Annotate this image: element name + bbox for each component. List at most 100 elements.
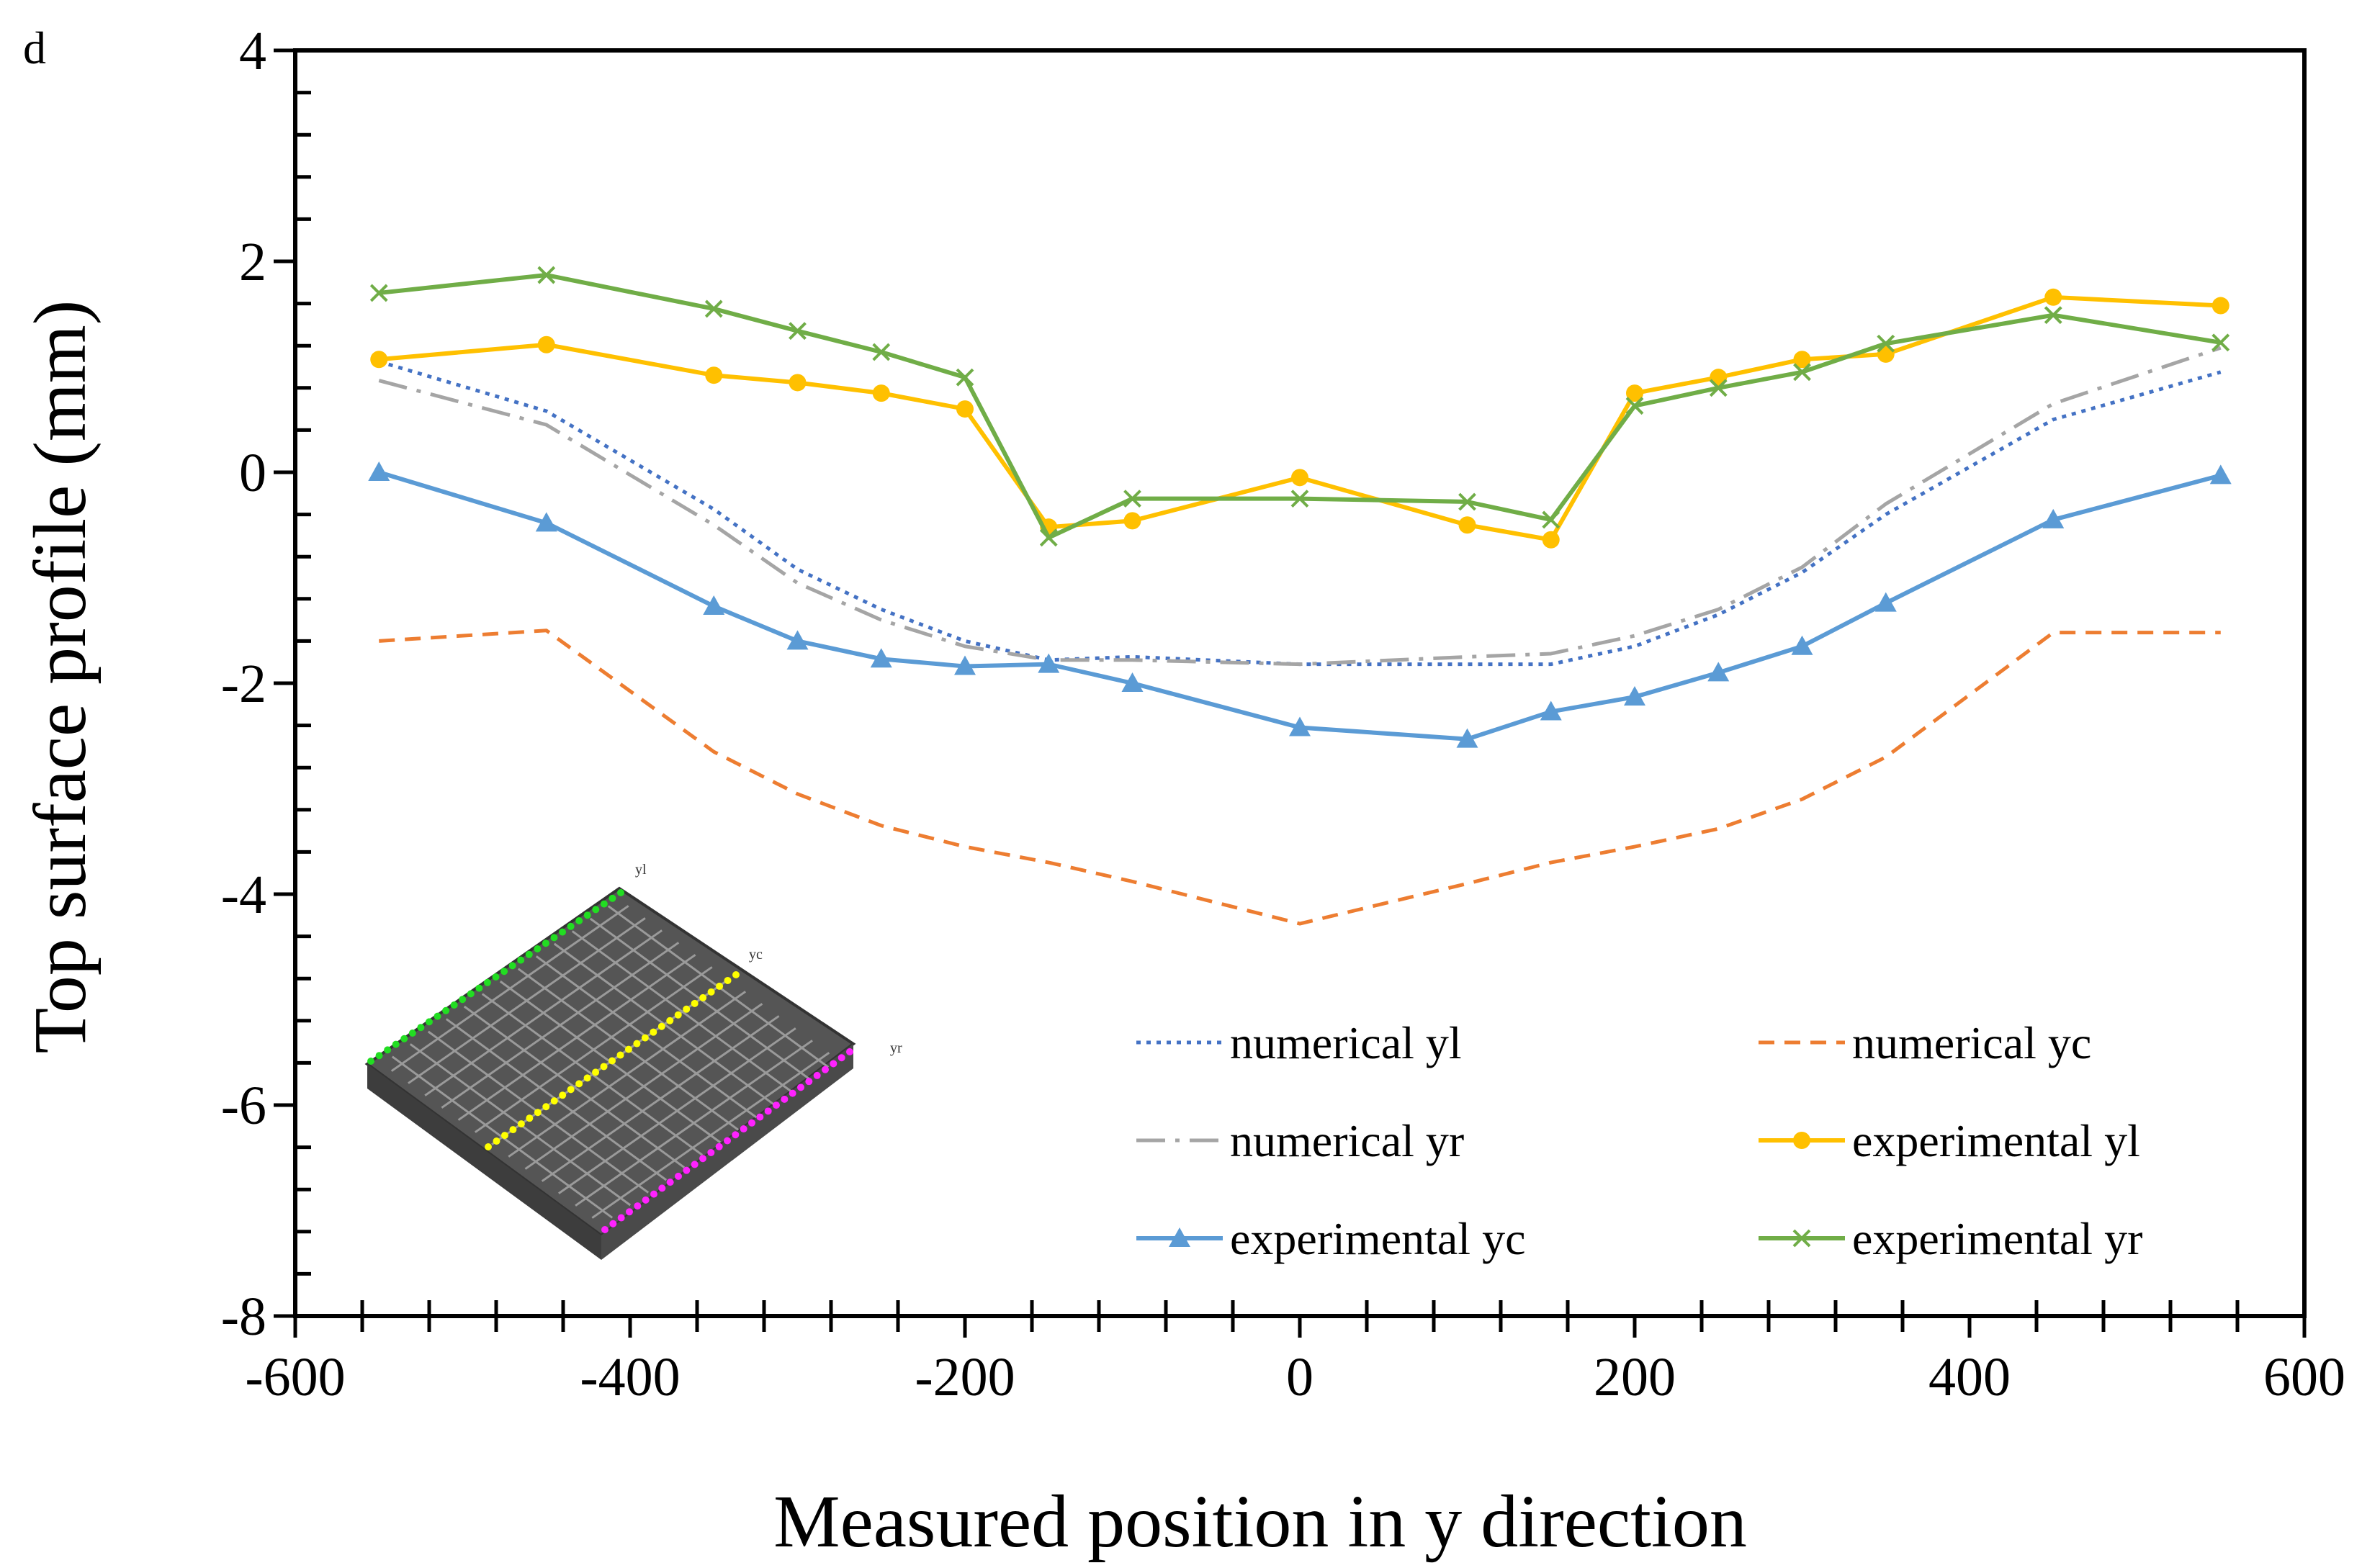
measurement-dot <box>550 934 558 942</box>
legend-item: numerical yc <box>1759 1017 2091 1068</box>
y-tick-label: 2 <box>239 232 266 292</box>
measurement-line-yc <box>485 971 740 1150</box>
pallet-rib <box>591 1052 830 1219</box>
data-point <box>1709 379 1728 397</box>
data-point <box>1625 397 1644 415</box>
data-point <box>954 655 976 675</box>
data-point <box>1289 716 1311 736</box>
measurement-dot <box>517 1120 525 1128</box>
legend-label: experimental yc <box>1230 1213 1525 1264</box>
measurement-dot <box>707 988 715 996</box>
data-point <box>956 368 974 387</box>
measurement-dot <box>575 917 583 924</box>
x-tick-label: -600 <box>245 1347 345 1407</box>
data-point <box>1707 662 1730 682</box>
measurement-dot <box>526 1114 534 1122</box>
measurement-dot <box>650 1190 657 1198</box>
measurement-dot <box>626 1208 633 1216</box>
series-line <box>379 628 2221 926</box>
series-numerical-yc <box>379 628 2221 926</box>
data-point <box>704 299 723 318</box>
measurement-dot <box>609 1057 616 1065</box>
pallet-rib <box>557 1027 796 1194</box>
pallet-rib <box>541 1015 780 1182</box>
pallet-rib <box>524 1003 763 1170</box>
measurement-dot <box>633 1040 641 1047</box>
data-point <box>1039 528 1058 547</box>
legend: numerical yl numerical yc numerical yr expe… <box>1136 1017 2142 1264</box>
data-point <box>1626 384 1643 402</box>
measurement-dot <box>550 1097 558 1105</box>
x-tick-label: 200 <box>1594 1347 1676 1407</box>
measurement-dot <box>467 990 475 998</box>
measurement-dot <box>600 900 608 908</box>
data-point <box>368 461 390 481</box>
measurement-dot <box>583 911 591 919</box>
y-tick-label: -6 <box>221 1076 266 1136</box>
measurement-dot <box>542 940 549 947</box>
data-point <box>1793 363 1811 382</box>
series-numerical-yr <box>378 346 2222 667</box>
data-point <box>1123 512 1141 530</box>
x-tick-label: -400 <box>580 1347 680 1407</box>
measurement-dot <box>508 962 516 970</box>
data-point <box>2044 288 2062 306</box>
measurement-dot <box>707 1148 715 1156</box>
pallet-rib <box>508 991 747 1158</box>
legend-label: experimental yr <box>1852 1213 2142 1264</box>
measurement-dot <box>534 945 542 952</box>
measurement-dot <box>748 1119 755 1127</box>
measurement-lines <box>367 889 853 1233</box>
measurement-dot <box>367 1058 374 1065</box>
pallet-rib <box>571 930 794 1094</box>
measurement-dot <box>567 1086 575 1094</box>
data-point <box>789 374 807 392</box>
measurement-dot <box>559 928 567 936</box>
measurement-dot <box>624 1045 632 1053</box>
measurement-dot <box>773 1101 780 1109</box>
measurement-dot <box>657 1022 665 1030</box>
series-experimental-yr <box>369 266 2230 547</box>
measurement-dot <box>592 906 600 914</box>
measurement-dot <box>616 1051 624 1059</box>
legend-item: experimental yc <box>1136 1213 1525 1264</box>
data-point <box>789 322 807 341</box>
pallet-left-edge <box>367 1064 601 1260</box>
y-tick-label: -2 <box>221 654 266 714</box>
measurement-dot <box>600 1063 608 1071</box>
data-point <box>1877 334 1895 353</box>
measurement-dot <box>715 1143 723 1150</box>
data-point <box>2044 306 2062 325</box>
x-tick-label: -200 <box>915 1347 1015 1407</box>
series-line <box>378 346 2222 667</box>
data-point <box>703 595 725 616</box>
measurement-dot <box>493 1137 500 1145</box>
data-point <box>2211 297 2229 315</box>
measurement-dot <box>525 950 533 958</box>
measurement-dot <box>542 1103 550 1111</box>
data-point <box>872 343 891 361</box>
y-tick-label: -4 <box>221 865 266 925</box>
measurement-dot <box>434 1012 441 1020</box>
inset-label-yc: yc <box>749 947 763 963</box>
legend-label: experimental yl <box>1852 1115 2140 1166</box>
measurement-dot <box>764 1107 772 1115</box>
measurement-dot <box>699 1155 706 1163</box>
data-point <box>1458 516 1476 534</box>
measurement-dot <box>674 1011 682 1019</box>
measurement-dot <box>683 1005 691 1013</box>
measurement-dot <box>822 1065 829 1073</box>
data-point <box>369 284 388 302</box>
measurement-dot <box>666 1179 674 1186</box>
x-tick-label: 0 <box>1286 1347 1314 1407</box>
data-point <box>1624 686 1645 706</box>
measurement-dot <box>459 996 467 1004</box>
series-layer <box>368 266 2232 926</box>
data-point <box>1458 492 1476 511</box>
measurement-dot <box>789 1089 796 1097</box>
measurement-dot <box>675 1172 682 1180</box>
tick-labels: -600 -400 -200 0 200 400 600 4 2 0 -2 -4 -6 -8 <box>221 21 2345 1407</box>
panel-label: d <box>23 22 46 73</box>
measurement-dot <box>417 1024 425 1032</box>
